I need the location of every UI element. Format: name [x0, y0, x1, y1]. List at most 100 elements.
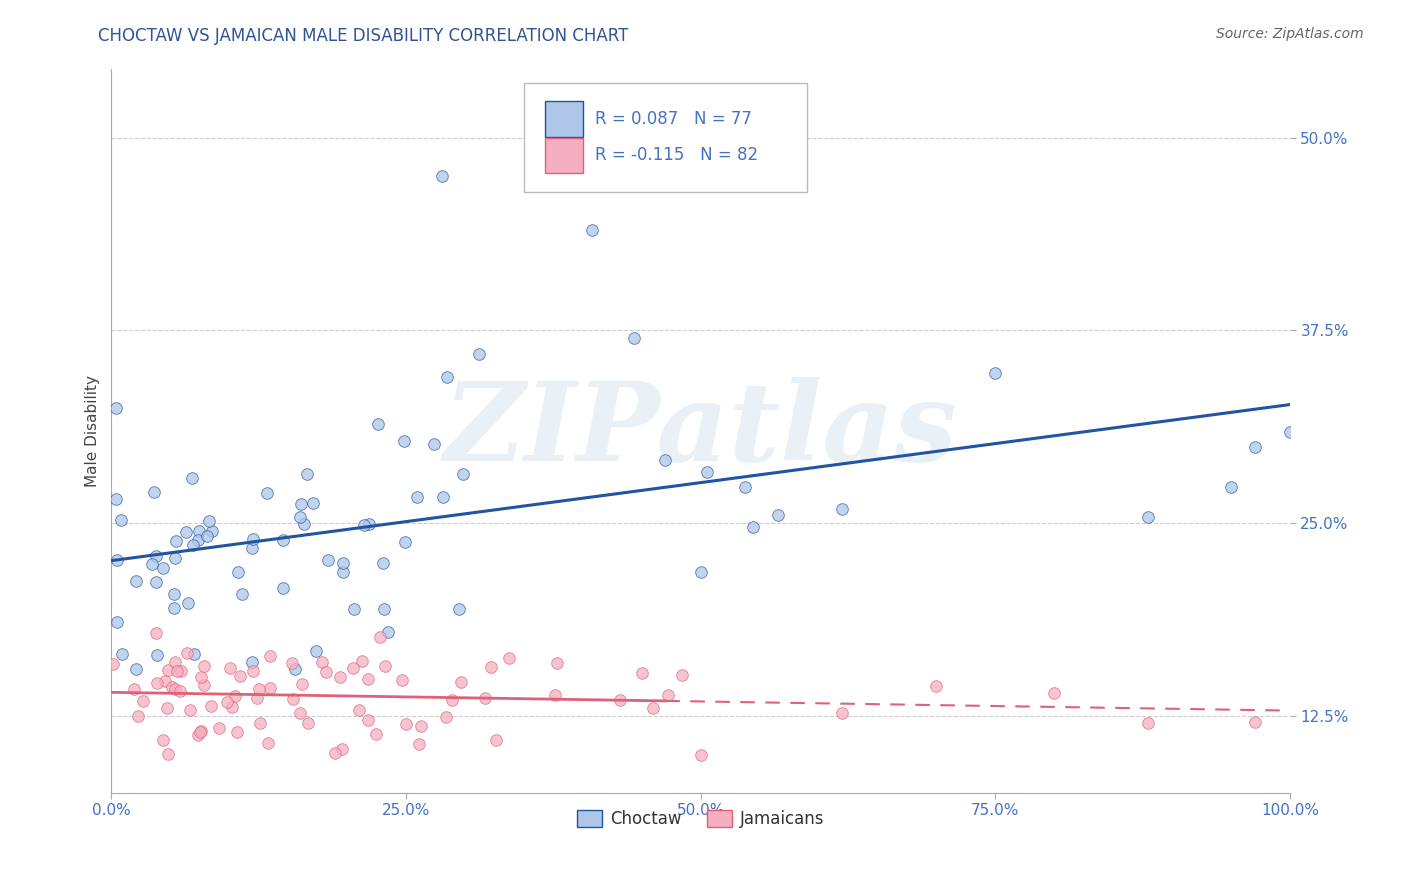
Point — [423, 436, 446, 450]
Point — [347, 703, 370, 717]
Point — [342, 661, 364, 675]
Point — [371, 556, 394, 570]
Point — [193, 678, 215, 692]
Point — [103, 657, 125, 671]
Point — [259, 681, 281, 695]
Point — [395, 717, 418, 731]
Point — [165, 551, 187, 566]
Point — [609, 692, 631, 706]
Point — [165, 682, 187, 697]
Point — [141, 557, 163, 571]
Point — [228, 565, 250, 579]
Point — [105, 553, 128, 567]
Point — [165, 533, 187, 548]
Point — [367, 417, 389, 431]
Point — [155, 673, 177, 688]
Point — [226, 724, 249, 739]
Text: CHOCTAW VS JAMAICAN MALE DISABILITY CORRELATION CHART: CHOCTAW VS JAMAICAN MALE DISABILITY CORR… — [98, 27, 628, 45]
Point — [290, 706, 312, 720]
Point — [187, 524, 209, 539]
Point — [291, 677, 314, 691]
Point — [271, 581, 294, 595]
Point — [246, 691, 269, 706]
Point — [281, 691, 304, 706]
Point — [145, 676, 167, 690]
Point — [984, 366, 1007, 380]
Point — [288, 510, 311, 524]
Point — [188, 724, 211, 739]
Point — [295, 467, 318, 482]
Point — [132, 694, 155, 708]
Point — [323, 746, 346, 760]
Point — [329, 669, 352, 683]
Point — [240, 655, 263, 669]
Point — [169, 683, 191, 698]
Point — [377, 624, 399, 639]
Y-axis label: Male Disability: Male Disability — [86, 375, 100, 487]
Point — [546, 656, 568, 670]
Point — [654, 453, 676, 467]
Point — [256, 485, 278, 500]
Point — [157, 663, 180, 677]
Point — [357, 713, 380, 727]
Point — [925, 679, 948, 693]
Point — [474, 690, 496, 705]
Point — [696, 465, 718, 479]
Point — [242, 664, 264, 678]
Point — [394, 534, 416, 549]
Point — [368, 631, 391, 645]
Point — [305, 644, 328, 658]
Point — [468, 346, 491, 360]
Point — [249, 715, 271, 730]
Point — [1220, 480, 1243, 494]
Point — [343, 601, 366, 615]
Point — [498, 651, 520, 665]
Point — [1043, 686, 1066, 700]
Point — [242, 533, 264, 547]
Point — [690, 566, 713, 580]
Point — [450, 675, 472, 690]
Point — [156, 701, 179, 715]
Point — [110, 513, 132, 527]
Point — [374, 659, 396, 673]
Point — [641, 701, 664, 715]
Point — [318, 553, 340, 567]
Point — [111, 647, 134, 661]
Point — [190, 669, 212, 683]
Point — [221, 700, 243, 714]
Point — [447, 601, 470, 615]
Point — [122, 681, 145, 696]
Text: R = 0.087   N = 77: R = 0.087 N = 77 — [595, 111, 751, 128]
Point — [228, 669, 250, 683]
Point — [831, 706, 853, 720]
Point — [163, 587, 186, 601]
Point — [187, 533, 209, 548]
Point — [1137, 715, 1160, 730]
Text: Source: ZipAtlas.com: Source: ZipAtlas.com — [1216, 27, 1364, 41]
Point — [302, 496, 325, 510]
Point — [432, 490, 454, 504]
Point — [183, 648, 205, 662]
Point — [741, 520, 763, 534]
Point — [152, 733, 174, 747]
Point — [373, 602, 395, 616]
Point — [1243, 715, 1265, 730]
Point — [163, 601, 186, 615]
Point — [207, 722, 229, 736]
Point — [405, 491, 427, 505]
Point — [156, 747, 179, 762]
Point — [201, 524, 224, 539]
Point — [105, 615, 128, 629]
Point — [163, 655, 186, 669]
Point — [231, 587, 253, 601]
FancyBboxPatch shape — [546, 137, 583, 173]
Point — [671, 668, 693, 682]
Point — [432, 169, 454, 184]
Point — [357, 517, 380, 532]
Point — [259, 648, 281, 663]
Legend: Choctaw, Jamaicans: Choctaw, Jamaicans — [571, 804, 831, 835]
Point — [1137, 509, 1160, 524]
Point — [332, 556, 354, 570]
Point — [284, 662, 307, 676]
Point — [353, 518, 375, 533]
